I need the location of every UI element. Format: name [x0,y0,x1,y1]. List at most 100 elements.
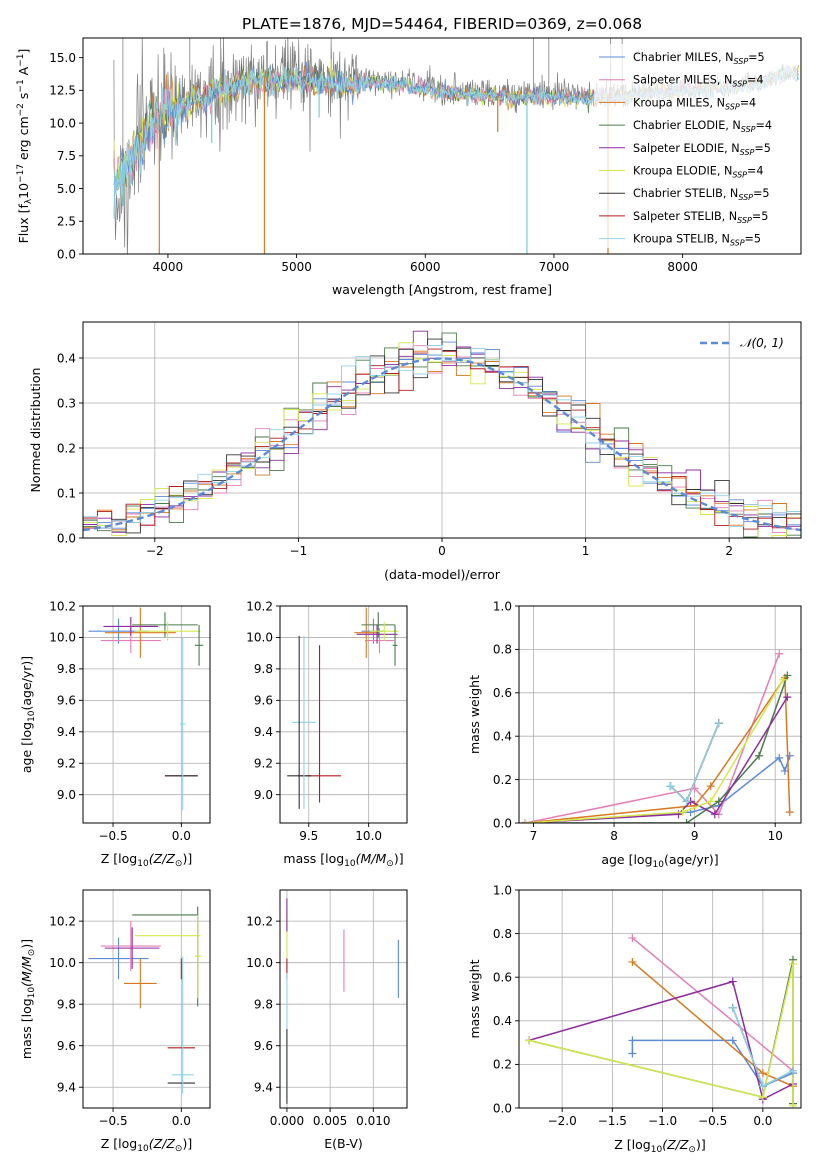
weight-series [525,960,797,1108]
histogram-step [83,350,801,538]
error-bar-point [100,921,161,971]
y-axis-label-part: mass [log [19,998,34,1059]
x-axis-label-part: )] [182,1136,192,1151]
error-bar-point [354,607,379,658]
y-tick-label: 9.8 [254,662,273,676]
y-axis-label-part: ] [16,49,31,54]
x-axis-label: Z [log10(Z/Z⊙)] [614,1137,705,1155]
chart-residuals: −2 −1 0 1 2 0.0 0.1 0.2 0.3 0.4 (data-model)/error… [28,321,802,582]
y-tick-label: 0.4 [493,730,512,744]
y-tick-label: 10.0 [246,631,273,645]
legend-entry: 𝒩(0, 1) [740,336,784,350]
legend-entry: Salpeter ELODIE, NSSP=5 [633,142,771,157]
plot-area [287,607,399,809]
legend-entry-tail: =5 [752,210,769,223]
x-tick-label: 6000 [410,260,441,274]
legend-background [594,44,797,248]
x-axis-label-part: (age/yr)] [664,852,719,867]
x-axis-label: Z [log10(Z/Z⊙)] [101,851,192,869]
legend-entry-label: Kroupa ELODIE, N [633,165,732,178]
x-axis-label-part: (Z/Z [662,1137,689,1152]
y-tick-label: 9.4 [254,1081,273,1095]
weight-point-marker [728,977,737,986]
x-axis-label-part: mass [log [283,851,344,866]
y-axis-label-part: age [log [19,722,34,773]
x-axis-label: (data-model)/error [384,567,501,582]
legend-entry-tail: =4 [740,96,757,109]
x-axis-label-sub: 10 [344,859,356,869]
y-tick-label: 0.2 [493,773,512,787]
error-bar-point [291,635,316,809]
weight-point-marker [788,1066,797,1075]
x-axis-label-sub: 10 [653,860,665,870]
error-bar-point [369,621,399,641]
y-tick-label: 9.0 [57,788,76,802]
legend-entry-label: Kroupa STELIB, N [633,233,730,246]
weight-point-marker [779,675,788,684]
axes-frame [518,889,802,1109]
legend-entry: Salpeter STELIB, NSSP=5 [633,210,768,225]
y-tick-label: 9.2 [254,757,273,771]
x-axis-label-sub: 10 [137,1144,149,1154]
y-axis-label: Flux [fλ10−17 erg cm−2 s−1 A−1] [16,49,34,244]
y-tick-label: 0.0 [57,531,76,545]
y-tick-label: 9.6 [254,1039,273,1053]
weight-series-line [525,653,780,823]
y-tick-label: 0.0 [57,247,76,261]
weight-point-marker [728,1036,737,1045]
legend-entry-sub: SSP [732,80,747,89]
y-tick-label: 10.2 [49,914,76,928]
weight-point-marker [728,1003,737,1012]
x-tick-label: 5000 [281,260,312,274]
x-axis-label-part: )] [182,851,192,866]
error-bar-point [104,607,176,658]
legend-entry-label: Chabrier ELODIE, N [633,119,741,132]
x-tick-label: 0.0 [753,1114,772,1128]
weight-series [728,1003,797,1091]
legend-entry-label: Chabrier MILES, N [633,51,733,64]
legend: 𝒩(0, 1) [700,336,784,350]
y-tick-label: 9.6 [57,694,76,708]
x-tick-label: 1 [582,544,590,558]
x-axis-label-sub: ⊙ [175,1144,183,1154]
legend-entry-tail: =5 [748,51,765,64]
error-bar-point [123,958,157,1009]
weight-series-line [528,980,794,1101]
legend-entry-label: Salpeter ELODIE, N [633,142,740,155]
x-tick-label: 9.5 [299,829,318,843]
legend-entry-tail: =5 [753,187,770,200]
error-bar-point [392,624,398,666]
y-tick-label: 9.2 [57,757,76,771]
legend-entry-sub: SSP [725,102,740,111]
y-tick-label: 9.6 [57,1039,76,1053]
legend-entry-sub: SSP [741,125,756,134]
weight-point-marker [758,1069,767,1078]
y-axis-label-sub: 10 [27,987,37,999]
legend-entry-tail: =4 [747,74,764,87]
plot-area [83,330,801,538]
weight-point-marker [714,719,723,728]
y-tick-label: 10.2 [49,599,76,613]
x-axis-label-part: )] [394,851,404,866]
weight-point-marker [755,751,764,760]
error-bar-point [179,637,186,811]
y-tick-label: 0.2 [57,441,76,455]
legend-entry-tail: =5 [745,233,762,246]
x-tick-label: 0.005 [313,1114,347,1128]
weight-point-marker [628,1036,637,1045]
x-axis-label: Z [log10(Z/Z⊙)] [101,1136,192,1154]
weight-point-marker [783,693,792,702]
weight-point-marker [710,810,719,819]
weight-series [521,675,788,823]
plot-area [88,607,204,811]
x-tick-label: 9 [691,829,699,843]
x-tick-label: −0.5 [98,829,127,843]
x-tick-label: −0.5 [698,1114,727,1128]
legend-entry-tail: =5 [754,142,771,155]
x-tick-label: −1.0 [648,1114,677,1128]
weight-point-marker [783,671,792,680]
x-tick-label: 10 [768,829,783,843]
y-tick-label: 0.6 [493,971,512,985]
y-tick-label: 5.0 [57,182,76,196]
plot-area [88,906,201,1094]
